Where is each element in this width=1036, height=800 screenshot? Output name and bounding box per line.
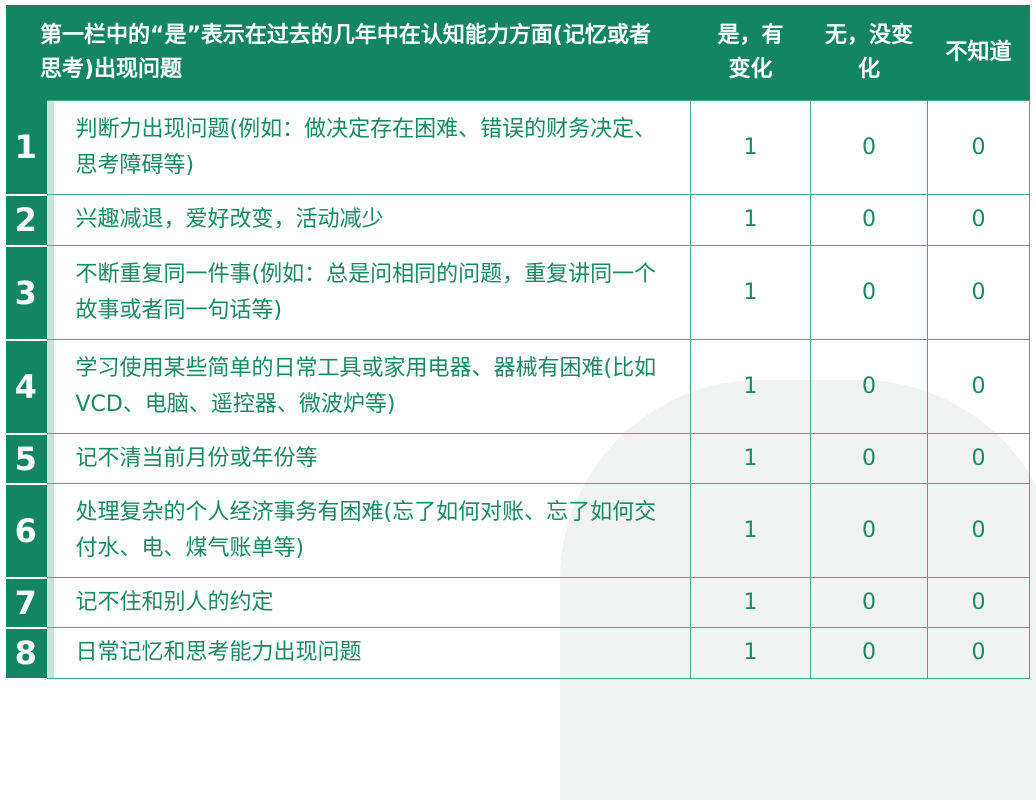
- row-number: 1: [6, 100, 47, 196]
- table-row: 8 日常记忆和思考能力出现问题 1 0 0: [6, 627, 1030, 680]
- row-question: 处理复杂的个人经济事务有困难(忘了如何对账、忘了如何交付水、电、煤气账单等): [53, 483, 691, 578]
- row-number: 2: [6, 194, 47, 247]
- table-row: 4 学习使用某些简单的日常工具或家用电器、器械有困难(比如VCD、电脑、遥控器、微…: [6, 339, 1030, 435]
- row-number: 5: [6, 433, 47, 485]
- row-number: 8: [6, 627, 47, 680]
- table-row: 2 兴趣减退，爱好改变，活动减少 1 0 0: [6, 194, 1030, 247]
- header-unknown: 不知道: [927, 5, 1030, 101]
- row-number: 7: [6, 577, 47, 629]
- score-yes: 1: [690, 433, 811, 484]
- score-unknown: 0: [927, 339, 1030, 434]
- score-yes: 1: [690, 339, 811, 434]
- header-question: 第一栏中的“是”表示在过去的几年中在认知能力方面(记忆或者思考)出现问题: [6, 5, 691, 101]
- header-no: 无，没变化: [810, 5, 928, 101]
- score-yes: 1: [690, 627, 811, 679]
- row-accent-strip: [46, 339, 54, 434]
- row-accent-strip: [46, 100, 54, 195]
- table-row: 6 处理复杂的个人经济事务有困难(忘了如何对账、忘了如何交付水、电、煤气账单等) 1…: [6, 483, 1030, 579]
- score-no: 0: [810, 483, 928, 578]
- score-yes: 1: [690, 577, 811, 628]
- table-row: 7 记不住和别人的约定 1 0 0: [6, 577, 1030, 629]
- score-yes: 1: [690, 100, 811, 195]
- score-unknown: 0: [927, 627, 1030, 679]
- row-accent-strip: [46, 577, 54, 628]
- score-unknown: 0: [927, 433, 1030, 484]
- score-yes: 1: [690, 483, 811, 578]
- score-unknown: 0: [927, 100, 1030, 195]
- row-question: 不断重复同一件事(例如：总是问相同的问题，重复讲同一个故事或者同一句话等): [53, 245, 691, 340]
- row-question: 日常记忆和思考能力出现问题: [53, 627, 691, 679]
- table-row: 1 判断力出现问题(例如：做决定存在困难、错误的财务决定、思考障碍等) 1 0 0: [6, 100, 1030, 196]
- score-unknown: 0: [927, 194, 1030, 246]
- score-no: 0: [810, 100, 928, 195]
- table-row: 5 记不清当前月份或年份等 1 0 0: [6, 433, 1030, 485]
- row-accent-strip: [46, 245, 54, 340]
- row-accent-strip: [46, 627, 54, 679]
- table-row: 3 不断重复同一件事(例如：总是问相同的问题，重复讲同一个故事或者同一句话等) 1 0…: [6, 245, 1030, 341]
- row-accent-strip: [46, 483, 54, 578]
- row-accent-strip: [46, 433, 54, 484]
- score-no: 0: [810, 433, 928, 484]
- score-no: 0: [810, 194, 928, 246]
- row-question: 记不清当前月份或年份等: [53, 433, 691, 484]
- row-question: 兴趣减退，爱好改变，活动减少: [53, 194, 691, 246]
- score-no: 0: [810, 245, 928, 340]
- header-row: 第一栏中的“是”表示在过去的几年中在认知能力方面(记忆或者思考)出现问题 是，有…: [6, 5, 1030, 101]
- score-yes: 1: [690, 194, 811, 246]
- score-unknown: 0: [927, 577, 1030, 628]
- score-no: 0: [810, 577, 928, 628]
- row-question: 学习使用某些简单的日常工具或家用电器、器械有困难(比如VCD、电脑、遥控器、微波…: [53, 339, 691, 434]
- row-number: 4: [6, 339, 47, 435]
- score-yes: 1: [690, 245, 811, 340]
- row-number: 6: [6, 483, 47, 579]
- ad8-table: 第一栏中的“是”表示在过去的几年中在认知能力方面(记忆或者思考)出现问题 是，有…: [6, 5, 1030, 680]
- score-no: 0: [810, 627, 928, 679]
- row-question: 记不住和别人的约定: [53, 577, 691, 628]
- score-no: 0: [810, 339, 928, 434]
- row-number: 3: [6, 245, 47, 341]
- header-yes: 是，有变化: [690, 5, 811, 101]
- score-unknown: 0: [927, 245, 1030, 340]
- score-unknown: 0: [927, 483, 1030, 578]
- row-accent-strip: [46, 194, 54, 246]
- row-question: 判断力出现问题(例如：做决定存在困难、错误的财务决定、思考障碍等): [53, 100, 691, 195]
